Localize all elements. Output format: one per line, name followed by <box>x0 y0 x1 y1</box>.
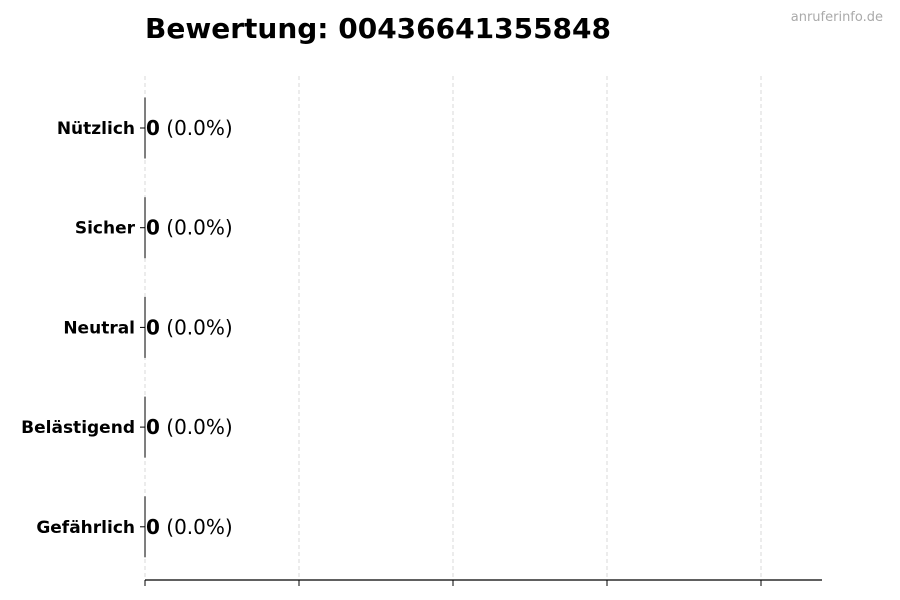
data-label-value: 0 <box>146 116 160 140</box>
data-label: 0 (0.0%) <box>146 216 233 240</box>
data-label: 0 (0.0%) <box>146 116 233 140</box>
chart-title: Bewertung: 00436641355848 <box>145 12 611 45</box>
data-label: 0 (0.0%) <box>146 415 233 439</box>
data-label-value: 0 <box>146 216 160 240</box>
y-tick-label: Neutral <box>63 318 135 338</box>
data-label-percent: (0.0%) <box>160 415 233 439</box>
data-label-value: 0 <box>146 315 160 339</box>
data-label-percent: (0.0%) <box>160 515 233 539</box>
data-label-percent: (0.0%) <box>160 315 233 339</box>
data-label: 0 (0.0%) <box>146 315 233 339</box>
watermark: anruferinfo.de <box>790 10 883 25</box>
data-label-value: 0 <box>146 515 160 539</box>
y-tick-label: Gefährlich <box>36 518 135 538</box>
data-label: 0 (0.0%) <box>146 515 233 539</box>
data-label-percent: (0.0%) <box>160 116 233 140</box>
data-label-percent: (0.0%) <box>160 216 233 240</box>
y-tick-label: Nützlich <box>57 119 135 139</box>
y-tick-label: Belästigend <box>21 418 135 438</box>
y-tick-label: Sicher <box>75 219 136 239</box>
data-label-value: 0 <box>146 415 160 439</box>
